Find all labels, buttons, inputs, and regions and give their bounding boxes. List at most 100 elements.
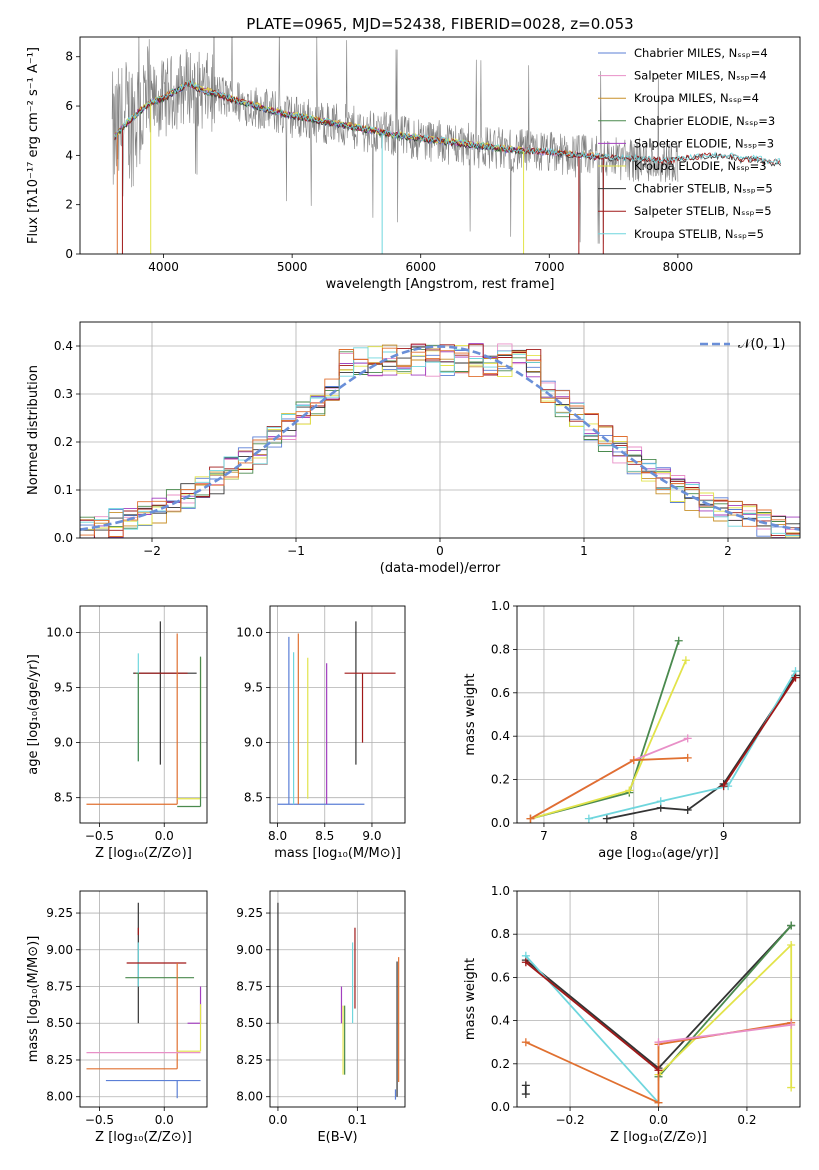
axes-frame [79, 605, 208, 824]
y-tick-label: 9.0 [54, 736, 73, 750]
x-tick-label: 5000 [277, 260, 308, 274]
y-tick-label: 0.2 [491, 1057, 510, 1071]
y-tick-label: 0.4 [54, 339, 73, 353]
chart-title: PLATE=0965, MJD=52438, FIBERID=0028, z=0… [246, 15, 633, 33]
y-tick-label: 8 [65, 50, 73, 64]
x-tick-label: −2 [143, 544, 161, 558]
x-tick-label: 0.0 [268, 1113, 287, 1127]
plot-area [80, 322, 800, 538]
y-tick-label: 9.25 [236, 906, 263, 920]
series-marker [654, 1038, 663, 1047]
y-tick-label: 0.4 [491, 1014, 510, 1028]
axes-frame [79, 890, 208, 1108]
y-tick-label: 9.25 [46, 906, 73, 920]
y-tick-label: 1.0 [491, 599, 510, 613]
y-tick-label: 8.00 [46, 1090, 73, 1104]
x-tick-label: 8.5 [315, 829, 334, 843]
y-tick-label: 10.0 [236, 625, 263, 639]
x-tick-label: −0.5 [85, 829, 114, 843]
series-marker [683, 734, 692, 743]
y-tick-label: 8.50 [46, 1016, 73, 1030]
y-tick-label: 0.2 [491, 773, 510, 787]
legend-label: Salpeter STELIB, Nₛₛₚ=5 [634, 204, 772, 218]
legend-label: Chabrier STELIB, Nₛₛₚ=5 [634, 182, 773, 196]
series-marker [681, 656, 690, 665]
y-tick-label: 4 [65, 148, 73, 162]
x-tick-label: 7000 [534, 260, 565, 274]
x-tick-label: 0 [436, 544, 444, 558]
x-tick-label: 9.0 [362, 829, 381, 843]
series-marker [526, 814, 535, 823]
legend-label: Chabrier ELODIE, Nₛₛₚ=3 [634, 114, 775, 128]
legend-label: Kroupa MILES, Nₛₛₚ=4 [634, 91, 759, 105]
series-line [525, 961, 660, 1071]
y-axis-label: mass weight [463, 673, 478, 755]
series-line [657, 942, 793, 1088]
x-tick-label: 8 [630, 829, 638, 843]
panel-spectrum: 4000 5000 6000 7000 8000 0 2 4 6 8 wavelength [Ang… [26, 15, 801, 292]
y-tick-label: 9.00 [46, 943, 73, 957]
series-marker [521, 1081, 530, 1090]
series-marker [521, 958, 530, 967]
series-marker [683, 753, 692, 762]
y-tick-label: 8.25 [46, 1053, 73, 1067]
x-axis-label: Z [log₁₀(Z/Z⊙)] [95, 1130, 192, 1145]
data-spectrum [111, 37, 679, 244]
x-axis-label: mass [log₁₀(M/M⊙)] [274, 846, 401, 861]
series-marker [719, 782, 728, 791]
series-line [588, 670, 797, 820]
panel-mass-vs-EBV: 0.0 0.1 8.00 8.25 8.50 8.75 9.00 9.25 E(B-V) [236, 890, 406, 1145]
x-axis-label: E(B-V) [317, 1130, 357, 1145]
x-tick-label: 0.0 [155, 1113, 174, 1127]
series-marker [791, 673, 800, 682]
legend-label: Salpeter MILES, Nₛₛₚ=4 [634, 69, 767, 83]
y-tick-label: 0.2 [54, 435, 73, 449]
y-tick-label: 0.4 [491, 729, 510, 743]
x-tick-label: 7 [540, 829, 548, 843]
x-tick-label: 0.0 [155, 829, 174, 843]
plot-area [517, 891, 800, 1107]
y-tick-label: 10.0 [46, 625, 73, 639]
plot-area [270, 606, 405, 823]
axes-frame [79, 36, 801, 255]
x-tick-label: 0.1 [348, 1113, 367, 1127]
series-marker [787, 1020, 796, 1029]
series-marker [625, 786, 634, 795]
plot-area [517, 606, 800, 823]
panel-age-vs-Z: −0.5 0.0 8.5 9.0 9.5 10.0 Z [log₁₀(Z/Z⊙)] age [… [26, 605, 208, 861]
series-marker [521, 1090, 530, 1099]
plot-area [111, 37, 782, 254]
y-tick-label: 8.75 [46, 980, 73, 994]
panel-mass-vs-Z: −0.5 0.0 8.00 8.25 8.50 8.75 9.00 9.25 Z [log₁₀(… [26, 890, 208, 1145]
x-tick-label: −0.2 [555, 1113, 584, 1127]
y-tick-label: 9.0 [244, 736, 263, 750]
y-axis-label: Normed distribution [26, 365, 41, 495]
y-tick-label: 0.0 [491, 816, 510, 830]
x-tick-label: −0.5 [85, 1113, 114, 1127]
series-line [606, 674, 797, 820]
x-tick-label: 9 [720, 829, 728, 843]
legend-label: Chabrier MILES, Nₛₛₚ=4 [634, 46, 768, 60]
series-marker [602, 814, 611, 823]
series-marker [656, 797, 665, 806]
series-line [530, 659, 687, 820]
x-tick-label: 2 [724, 544, 732, 558]
series-line [658, 1024, 792, 1044]
y-tick-label: 1.0 [491, 884, 510, 898]
x-tick-label: 0.2 [737, 1113, 756, 1127]
y-tick-label: 0.8 [491, 927, 510, 941]
axes-frame [516, 605, 801, 824]
series-marker [683, 805, 692, 814]
legend-label: Kroupa STELIB, Nₛₛₚ=5 [634, 227, 764, 241]
y-tick-label: 8.25 [236, 1053, 263, 1067]
legend-label: Salpeter ELODIE, Nₛₛₚ=3 [634, 136, 774, 150]
series-marker [521, 1038, 530, 1047]
y-axis-label: mass [log₁₀(M/M⊙)] [26, 936, 41, 1063]
x-tick-label: 4000 [148, 260, 179, 274]
x-tick-label: 0.0 [649, 1113, 668, 1127]
y-tick-label: 8.75 [236, 980, 263, 994]
axes-frame [269, 890, 406, 1108]
y-tick-label: 8.00 [236, 1090, 263, 1104]
panel-age-vs-mass: 8.0 8.5 9.0 8.5 9.0 9.5 10.0 mass [log₁₀(M/M⊙)] [236, 605, 406, 861]
